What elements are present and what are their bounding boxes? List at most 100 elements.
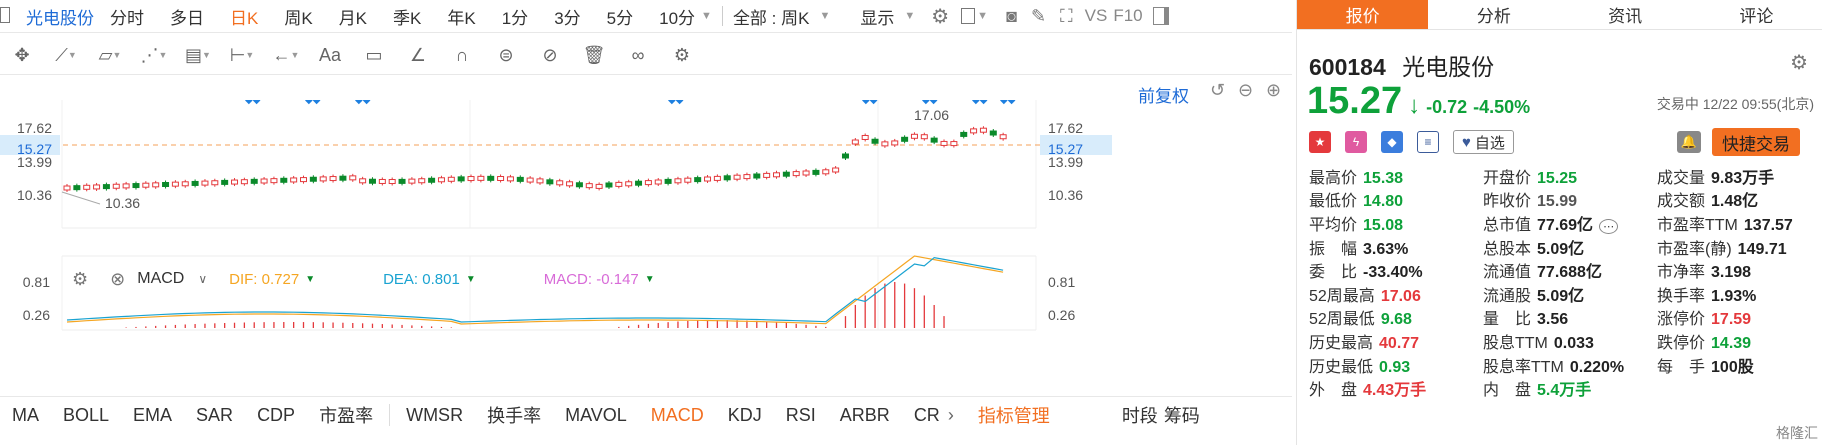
heart-icon: ♥	[1462, 133, 1471, 151]
tab-macd[interactable]: MACD	[650, 404, 704, 425]
add-watchlist-button[interactable]: ♥ 自选	[1453, 130, 1514, 154]
macd-dif: DIF: 0.727	[229, 270, 300, 288]
timeshare-button[interactable]: 时段	[1121, 406, 1158, 426]
settings-icon[interactable]: ⚙	[72, 268, 89, 289]
f10-button[interactable]: F10	[1113, 6, 1143, 25]
period-yuek[interactable]: 月K	[338, 8, 368, 28]
period-3min[interactable]: 3分	[554, 8, 581, 28]
quick-trade-button[interactable]: 快捷交易	[1712, 128, 1800, 156]
comment-icon[interactable]: ▭	[365, 44, 383, 65]
sidebar-icon[interactable]	[1152, 7, 1169, 25]
candle	[733, 174, 741, 180]
tab-arbr[interactable]: ARBR	[839, 404, 890, 425]
tab-news[interactable]: 资讯	[1608, 7, 1643, 26]
text-icon[interactable]: Aa	[318, 44, 342, 65]
candle	[181, 181, 189, 187]
candle	[930, 137, 938, 143]
chevron-down-icon[interactable]: ▼	[701, 10, 712, 22]
tab-mavol[interactable]: MAVOL	[565, 404, 627, 425]
hide-icon[interactable]: ⊘	[542, 44, 558, 65]
magnet-icon[interactable]: ∩	[455, 44, 469, 65]
trash-icon[interactable]: 🗑	[582, 44, 606, 65]
china-flag-icon: ★	[1309, 131, 1331, 153]
period-duori[interactable]: 多日	[170, 8, 204, 28]
pencil-icon[interactable]: ✎	[1030, 5, 1047, 26]
line-icon[interactable]: ⟋ ▼	[55, 44, 77, 65]
chevron-down-icon[interactable]: ▼	[977, 10, 989, 22]
move-icon[interactable]: ✥	[14, 44, 30, 65]
settings-icon[interactable]: ⚙	[931, 5, 950, 28]
candle	[970, 128, 978, 134]
tab-analysis[interactable]: 分析	[1476, 7, 1511, 26]
settings-icon[interactable]: ⚙	[673, 44, 691, 65]
tab-cr[interactable]: CR	[913, 404, 940, 425]
chevron-down-icon[interactable]: ▼	[819, 10, 831, 22]
lock-icon[interactable]: ⊜	[498, 44, 514, 65]
period-zhouk[interactable]: 周K	[284, 8, 313, 28]
vs-button[interactable]: VS	[1084, 6, 1108, 25]
fuquan-toggle[interactable]: 前复权	[1138, 87, 1189, 106]
period-fenshi[interactable]: 分时	[110, 8, 144, 28]
tab-turnover[interactable]: 换手率	[487, 406, 542, 426]
tab-sar[interactable]: SAR	[196, 404, 234, 425]
range-icon[interactable]: ⊢ ▼	[229, 44, 255, 65]
chevron-right-icon[interactable]: ›	[947, 404, 954, 425]
polyline-icon[interactable]: ▱ ▼	[98, 44, 122, 65]
zoom-in-icon[interactable]: ⊕	[1266, 80, 1282, 100]
tab-ema[interactable]: EMA	[133, 404, 173, 425]
chevron-down-icon[interactable]: ∨	[198, 272, 208, 286]
tab-pe[interactable]: 市盈率	[319, 406, 374, 426]
tab-boll[interactable]: BOLL	[63, 404, 110, 425]
link-icon[interactable]: ∞	[631, 44, 645, 65]
tab-rsi[interactable]: RSI	[785, 404, 816, 425]
event-marker: ◆◆	[245, 100, 261, 106]
chips-button[interactable]: 筹码	[1163, 406, 1200, 426]
candle	[201, 180, 209, 186]
quote-cell: 市盈率TTM 137.57	[1657, 211, 1819, 235]
arrow-left-icon[interactable]: ← ▼	[272, 44, 300, 65]
quote-value: 15.38	[1363, 169, 1404, 187]
period-jik[interactable]: 季K	[393, 8, 422, 28]
period-5min[interactable]: 5分	[606, 8, 634, 28]
zoom-out-icon[interactable]: ⊖	[1238, 80, 1254, 100]
reset-icon[interactable]: ↺	[1210, 80, 1226, 100]
period-10min[interactable]: 10分	[659, 8, 696, 28]
quote-label: 股息TTM	[1483, 334, 1548, 352]
tab-ma[interactable]: MA	[12, 404, 39, 425]
tab-quote[interactable]: 报价	[1297, 0, 1429, 29]
candle	[437, 177, 445, 183]
quote-label: 52周最高	[1309, 287, 1375, 305]
settings-icon[interactable]: ⚙	[1790, 52, 1808, 74]
candle	[457, 176, 465, 182]
candle	[625, 181, 633, 187]
fibonacci-icon[interactable]: ▤ ▼	[185, 44, 211, 65]
more-icon[interactable]: ⋯	[1599, 218, 1619, 234]
tab-wmsr[interactable]: WMSR	[406, 404, 464, 425]
camera-icon[interactable]: ◙	[1006, 5, 1017, 26]
period-niank[interactable]: 年K	[447, 8, 476, 28]
tab-comments[interactable]: 评论	[1739, 7, 1774, 26]
display-menu[interactable]: 显示	[860, 8, 895, 28]
indicator-manage-button[interactable]: 指标管理	[977, 406, 1050, 426]
chevron-down-icon[interactable]: ▼	[904, 10, 916, 22]
quote-value: 137.57	[1743, 216, 1793, 234]
tab-cdp[interactable]: CDP	[257, 404, 296, 425]
candle	[910, 133, 918, 139]
wave-icon[interactable]: ⋰ ▼	[140, 44, 168, 65]
event-marker: ◆◆	[668, 100, 684, 106]
range-select[interactable]: 全部 : 周K	[732, 8, 810, 28]
angle-icon[interactable]: ∠	[409, 44, 427, 65]
checkbox-icon[interactable]	[961, 8, 976, 24]
fullscreen-icon[interactable]: ⛶	[1060, 5, 1073, 26]
close-icon[interactable]: ⊗	[110, 268, 126, 289]
bell-icon[interactable]: 🔔	[1677, 131, 1701, 153]
period-rik[interactable]: 日K	[230, 8, 259, 28]
period-1min[interactable]: 1分	[501, 8, 529, 28]
candle	[773, 172, 780, 178]
tab-kdj[interactable]: KDJ	[727, 404, 762, 425]
quote-value: 9.83万手	[1711, 169, 1775, 187]
panel-toggle-icon[interactable]	[0, 7, 10, 23]
stock-name-link[interactable]: 光电股份	[26, 8, 94, 28]
macd-indicator-name[interactable]: MACD	[137, 270, 185, 287]
